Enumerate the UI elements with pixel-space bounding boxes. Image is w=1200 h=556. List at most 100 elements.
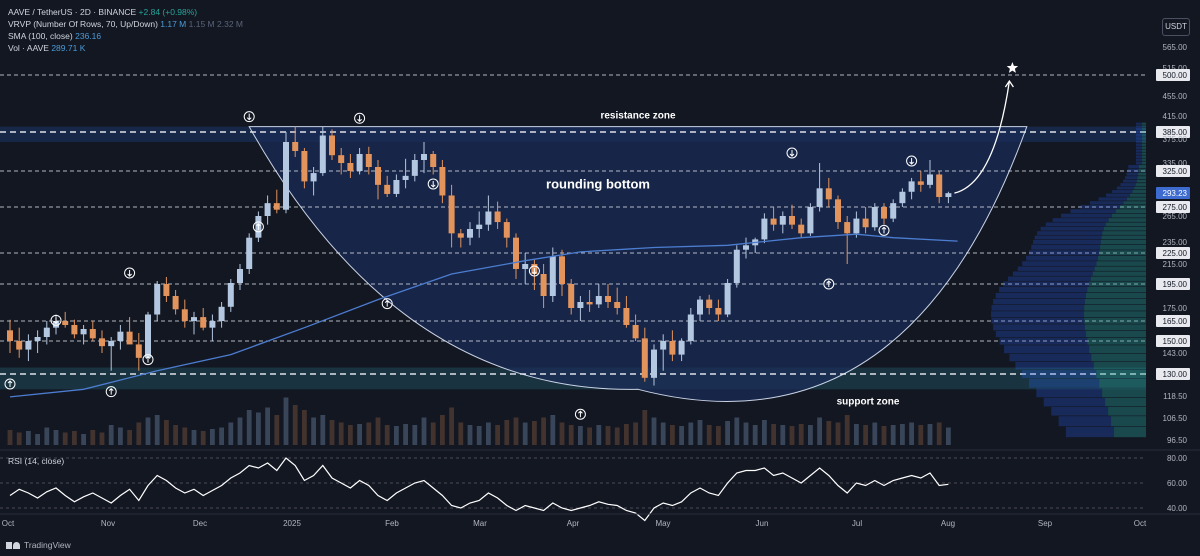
- volume-bar: [449, 407, 454, 445]
- profile-bar-down: [1142, 125, 1146, 128]
- currency-button[interactable]: USDT: [1162, 18, 1190, 36]
- profile-bar-up: [1007, 276, 1091, 281]
- volume-bar: [265, 407, 270, 445]
- candle-body: [467, 229, 473, 238]
- candle-body: [237, 269, 243, 283]
- candle-body: [632, 325, 639, 339]
- candle-body: [393, 180, 400, 194]
- vrvp-row[interactable]: VRVP (Number Of Rows, 70, Up/Down) 1.17 …: [8, 18, 243, 30]
- volume-bar: [366, 422, 372, 445]
- volume-bar: [228, 422, 234, 445]
- price-tick-label: 415.00: [1163, 112, 1188, 121]
- profile-bar-down: [1087, 287, 1146, 293]
- time-tick-label: Oct: [1134, 519, 1147, 528]
- time-tick-label: Apr: [567, 519, 580, 528]
- profile-bar-down: [1088, 281, 1146, 287]
- candle-body: [319, 135, 326, 174]
- volume-row[interactable]: Vol · AAVE 289.71 K: [8, 42, 243, 54]
- candle-body: [623, 308, 630, 325]
- profile-bar-down: [1142, 133, 1146, 137]
- candle-body: [246, 237, 253, 269]
- volume-bar: [458, 422, 464, 445]
- arrow-down-icon: [909, 158, 914, 165]
- profile-bar-up: [1043, 397, 1106, 407]
- volume-bar: [596, 425, 602, 445]
- profile-bar-down: [1089, 345, 1146, 354]
- rounding-bottom-label: rounding bottom: [546, 176, 650, 191]
- candle-body: [89, 329, 96, 339]
- volume-bar: [99, 432, 105, 445]
- candle-body: [798, 224, 805, 234]
- rsi-legend[interactable]: RSI (14, close): [8, 456, 65, 466]
- tradingview-branding[interactable]: TradingView: [6, 540, 71, 550]
- profile-bar-up: [995, 331, 1086, 338]
- volume-bar: [256, 412, 261, 445]
- profile-bar-down: [1084, 305, 1146, 311]
- volume-bar: [44, 427, 50, 445]
- sma-row[interactable]: SMA (100, close) 236.16: [8, 30, 243, 42]
- volume-bar: [182, 427, 188, 445]
- candle-body: [835, 199, 841, 223]
- volume-bar: [890, 425, 896, 445]
- arrow-up-icon: [108, 387, 114, 395]
- symbol-row[interactable]: AAVE / TetherUS · 2D · BINANCE +2.84 (+0…: [8, 6, 243, 18]
- star-icon: [1006, 62, 1019, 73]
- vrvp-value-3: 2.32 M: [217, 19, 244, 29]
- candle-body: [200, 317, 207, 328]
- profile-bar-up: [1136, 125, 1142, 128]
- profile-bar-up: [1136, 122, 1142, 125]
- volume-bar: [697, 420, 703, 445]
- candle-body: [62, 321, 69, 325]
- price-tick-label: 150.00: [1163, 337, 1188, 346]
- volume-bar: [835, 422, 841, 445]
- candle-body: [365, 154, 372, 167]
- profile-bar-down: [1111, 416, 1146, 427]
- arrow-up-icon: [381, 298, 393, 310]
- candle-body: [476, 224, 483, 229]
- candle-body: [871, 207, 878, 228]
- arrow-down-icon: [532, 268, 537, 275]
- candle-body: [503, 222, 510, 238]
- volume-bar: [863, 425, 868, 445]
- candle-body: [457, 233, 464, 238]
- volume-bar: [274, 415, 280, 445]
- profile-bar-up: [1105, 193, 1130, 197]
- candle-body: [163, 284, 170, 296]
- volume-bar: [302, 410, 307, 445]
- arrow-down-icon: [906, 155, 918, 167]
- profile-bar-down: [1083, 311, 1146, 318]
- candle-body: [117, 331, 124, 341]
- profile-bar-up: [1116, 186, 1135, 190]
- volume-bar: [614, 427, 620, 445]
- level-price-badge: [1156, 368, 1190, 380]
- candle-body: [273, 203, 280, 210]
- candle-body: [844, 222, 851, 234]
- candle-body: [411, 160, 418, 176]
- candle-body: [779, 216, 786, 225]
- arrow-down-icon: [427, 178, 439, 190]
- profile-bar-down: [1084, 324, 1146, 331]
- profile-bar-down: [1099, 250, 1146, 256]
- candle-body: [586, 302, 593, 305]
- volume-bar: [854, 424, 859, 445]
- arrow-down-icon: [53, 317, 59, 325]
- profile-bar-up: [1021, 369, 1097, 379]
- candle-body: [660, 341, 667, 350]
- candle-body: [172, 296, 179, 310]
- time-tick-label: Jun: [756, 519, 769, 528]
- profile-bar-up: [999, 337, 1088, 345]
- volume-bar: [844, 415, 850, 445]
- volume-bar: [283, 397, 289, 445]
- rsi-tick-label: 40.00: [1167, 504, 1188, 513]
- time-tick-label: Jul: [852, 519, 862, 528]
- price-tick-label: 96.50: [1167, 436, 1188, 445]
- candle-body: [301, 151, 308, 182]
- candle-body: [715, 308, 722, 315]
- volume-bar: [329, 420, 335, 445]
- volume-bar: [26, 431, 31, 445]
- profile-bar-down: [1132, 190, 1146, 193]
- profile-bar-up: [1015, 361, 1094, 370]
- candle-body: [71, 325, 78, 335]
